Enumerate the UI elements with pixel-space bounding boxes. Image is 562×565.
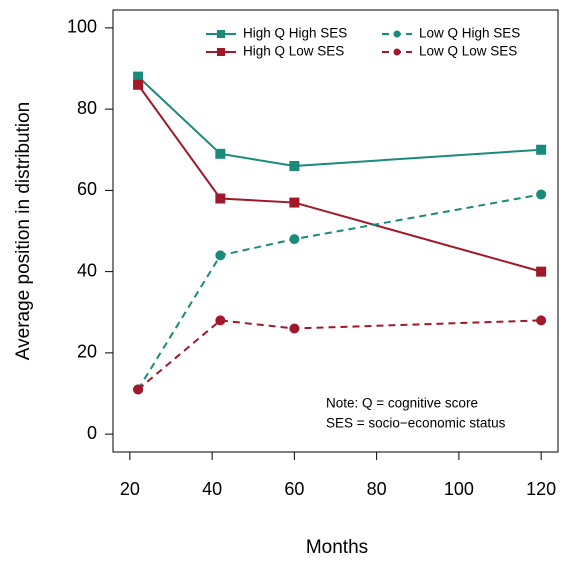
x-tick-label: 80	[367, 479, 387, 499]
marker	[215, 148, 226, 159]
y-tick-label: 80	[77, 98, 97, 118]
plot-box	[112, 9, 559, 453]
y-tick-label: 40	[77, 260, 97, 280]
marker	[289, 234, 300, 245]
marker	[536, 266, 547, 277]
marker	[133, 384, 144, 395]
legend-marker	[217, 48, 225, 56]
annotation: Note: Q = cognitive score	[326, 396, 478, 411]
legend-label: High Q Low SES	[243, 44, 344, 59]
x-tick-label: 120	[526, 479, 556, 499]
legend-label: High Q High SES	[243, 26, 347, 41]
marker	[289, 323, 300, 334]
y-axis-title: Average position in distribution	[13, 102, 34, 360]
series-line	[137, 319, 542, 391]
y-tick-label: 0	[87, 423, 97, 443]
x-tick-label: 100	[444, 479, 474, 499]
marker	[536, 315, 547, 326]
legend-label: Low Q High SES	[419, 26, 520, 41]
x-tick-label: 20	[120, 479, 140, 499]
x-tick-label: 40	[202, 479, 222, 499]
marker	[536, 189, 547, 200]
legend-label: Low Q Low SES	[419, 44, 517, 59]
legend-marker	[393, 30, 401, 38]
x-tick-label: 60	[284, 479, 304, 499]
legend-marker	[393, 48, 401, 56]
marker	[289, 161, 300, 171]
marker	[133, 71, 144, 82]
marker	[536, 144, 547, 155]
marker	[289, 197, 300, 208]
series-line	[137, 193, 542, 390]
series-line	[137, 84, 542, 273]
annotation: SES = socio−economic status	[326, 416, 506, 431]
y-tick-label: 20	[77, 342, 97, 362]
marker	[133, 79, 144, 90]
marker	[215, 193, 226, 204]
marker	[215, 315, 226, 326]
series-line	[137, 75, 542, 168]
y-tick-label: 60	[77, 179, 97, 199]
legend-marker	[217, 30, 225, 38]
x-axis-title: Months	[306, 537, 368, 558]
marker	[215, 250, 226, 261]
y-tick-label: 100	[67, 17, 97, 37]
